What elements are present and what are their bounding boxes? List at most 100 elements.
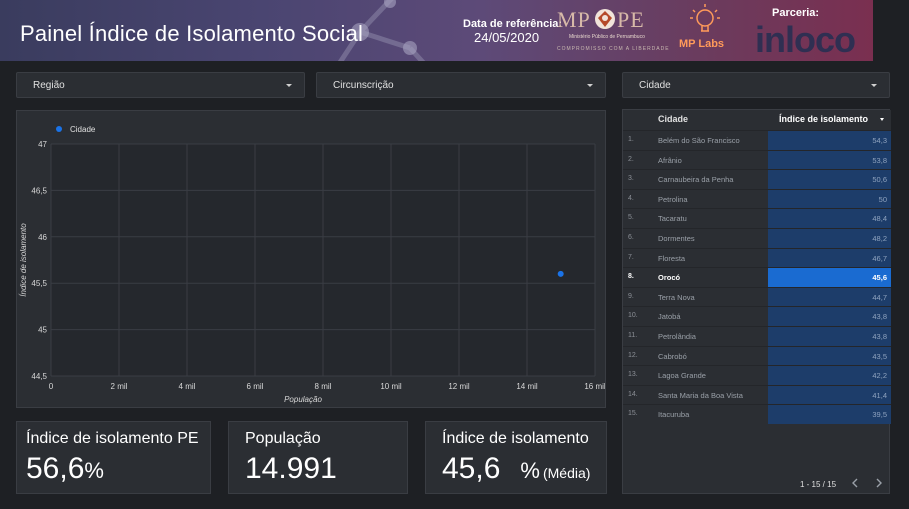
table-row[interactable]: 5. Tacaratu 48,4 (623, 208, 891, 228)
table-row[interactable]: 11. Petrolândia 43,8 (623, 325, 891, 346)
row-number: 3. (628, 175, 634, 183)
row-index-value: 45,6 (872, 273, 887, 283)
x-tick-label: 8 mil (315, 382, 332, 391)
table-row[interactable]: 6. Dormentes 48,2 (623, 227, 891, 248)
table-row[interactable]: 14. Santa Maria da Boa Vista 41,4 (623, 384, 891, 405)
row-number: 4. (628, 194, 634, 202)
row-index-cell: 43,8 (768, 307, 891, 326)
pagination-label: 1 - 15 / 15 (800, 480, 837, 489)
row-index-cell: 50 (768, 189, 891, 209)
x-tick-label: 16 mil (584, 382, 605, 391)
x-tick-label: 12 mil (448, 382, 470, 391)
x-tick-label: 6 mil (247, 382, 264, 391)
legend-marker (56, 126, 62, 132)
region-filter-label: Região (33, 80, 65, 91)
table-row[interactable]: 4. Petrolina 50 (623, 188, 891, 209)
row-number: 5. (628, 214, 634, 222)
table-row[interactable]: 3. Carnaubeira da Penha 50,6 (623, 169, 891, 189)
row-index-value: 50,6 (872, 175, 887, 185)
circumscription-filter-dropdown[interactable]: Circunscrição (316, 72, 606, 98)
sort-desc-icon (880, 118, 884, 121)
y-tick-label: 45 (38, 326, 47, 335)
mppe-logo-subtitle: Ministério Público de Pernambuco (569, 34, 645, 40)
row-index-cell: 53,8 (768, 150, 891, 170)
row-index-cell: 48,4 (768, 209, 891, 228)
x-tick-label: 4 mil (179, 382, 196, 391)
city-filter-dropdown[interactable]: Cidade (622, 72, 890, 98)
row-city: Terra Nova (658, 292, 695, 302)
table-row[interactable]: 13. Lagoa Grande 42,2 (623, 365, 891, 385)
row-city: Petrolândia (658, 331, 696, 341)
row-index-value: 43,5 (872, 351, 887, 361)
row-city: Carnaubeira da Penha (658, 175, 734, 185)
table-column-city[interactable]: Cidade (658, 114, 689, 124)
row-index-value: 53,8 (872, 155, 887, 165)
row-index-value: 42,2 (872, 371, 887, 381)
data-point[interactable] (557, 270, 564, 277)
table-header: Cidade Índice de isolamento (623, 110, 891, 130)
y-axis-label: Índice de isolamento (19, 223, 28, 297)
row-number: 13. (628, 371, 638, 379)
row-index-cell: 50,6 (768, 170, 891, 189)
table-row[interactable]: 9. Terra Nova 44,7 (623, 286, 891, 307)
row-number: 9. (628, 292, 634, 300)
table-row[interactable]: 7. Floresta 46,7 (623, 247, 891, 268)
chevron-right-icon[interactable] (873, 476, 885, 490)
x-tick-label: 2 mil (111, 382, 128, 391)
row-city: Petrolina (658, 194, 688, 204)
y-tick-label: 45,5 (31, 279, 47, 288)
row-index-value: 43,8 (872, 331, 887, 341)
scorecard-label: Índice de isolamento PE (26, 430, 199, 447)
scorecard-value: 56,6% (26, 452, 104, 485)
row-number: 14. (628, 390, 638, 398)
header-banner: Painel Índice de Isolamento Social Data … (0, 0, 873, 61)
inloco-logo: inloco (755, 19, 856, 60)
row-city: Afrânio (658, 155, 682, 165)
chevron-left-icon[interactable] (849, 476, 861, 490)
scatter-chart-panel: 0 2 mil 4 mil 6 mil 8 mil 10 mil 12 mil 14 mil 1… (16, 110, 606, 408)
row-index-value: 54,3 (872, 136, 887, 145)
mppe-logo-slogan: COMPROMISSO COM A LIBERDADE (557, 46, 670, 52)
row-number: 12. (628, 351, 638, 359)
table-row[interactable]: 10. Jatobá 43,8 (623, 306, 891, 326)
y-tick-label: 46,5 (31, 186, 47, 195)
row-number: 15. (628, 410, 638, 418)
scorecard-population: População 14.991 (228, 421, 408, 494)
row-index-cell: 45,6 (768, 268, 891, 287)
table-row[interactable]: 2. Afrânio 53,8 (623, 149, 891, 170)
row-city: Lagoa Grande (658, 371, 706, 381)
scorecard-city-index: Índice de isolamento 45,6% (Média) (425, 421, 607, 494)
circumscription-filter-label: Circunscrição (333, 80, 394, 91)
scorecard-value: 45,6% (Média) (442, 452, 591, 485)
y-tick-label: 47 (38, 140, 47, 149)
table-row[interactable]: 8. Orocó 45,6 (623, 267, 891, 287)
row-index-cell: 46,7 (768, 248, 891, 268)
region-filter-dropdown[interactable]: Região (16, 72, 305, 98)
table-body: 1. Belém do São Francisco 54,3 2. Afrânio 53,… (623, 130, 891, 424)
y-tick-label: 44,5 (31, 372, 47, 381)
mppe-seal-icon (595, 9, 615, 29)
table-column-index[interactable]: Índice de isolamento (768, 110, 891, 130)
city-filter-label: Cidade (639, 80, 671, 91)
row-index-cell: 48,2 (768, 228, 891, 248)
row-city: Itacuruba (658, 410, 690, 420)
chevron-down-icon (587, 84, 593, 87)
table-row[interactable]: 12. Cabrobó 43,5 (623, 345, 891, 366)
row-city: Santa Maria da Boa Vista (658, 390, 743, 400)
row-index-value: 39,5 (872, 410, 887, 420)
scorecard-pe-index: Índice de isolamento PE 56,6% (16, 421, 211, 494)
partner-label: Parceria: (772, 7, 820, 19)
scorecard-value: 14.991 (245, 452, 337, 485)
table-row[interactable]: 1. Belém do São Francisco 54,3 (623, 130, 891, 150)
city-table-panel: Cidade Índice de isolamento 1. Belém do S… (622, 109, 891, 494)
x-tick-label: 14 mil (516, 382, 538, 391)
x-axis-label: População (284, 395, 322, 404)
row-number: 11. (628, 331, 638, 339)
row-number: 8. (628, 273, 634, 281)
row-index-value: 48,2 (872, 233, 887, 243)
mplabs-logo: MP Labs (678, 2, 734, 54)
table-row[interactable]: 15. Itacuruba 39,5 (623, 404, 891, 424)
row-city: Dormentes (658, 233, 695, 243)
scorecard-label: População (245, 430, 321, 447)
row-number: 1. (628, 136, 634, 143)
